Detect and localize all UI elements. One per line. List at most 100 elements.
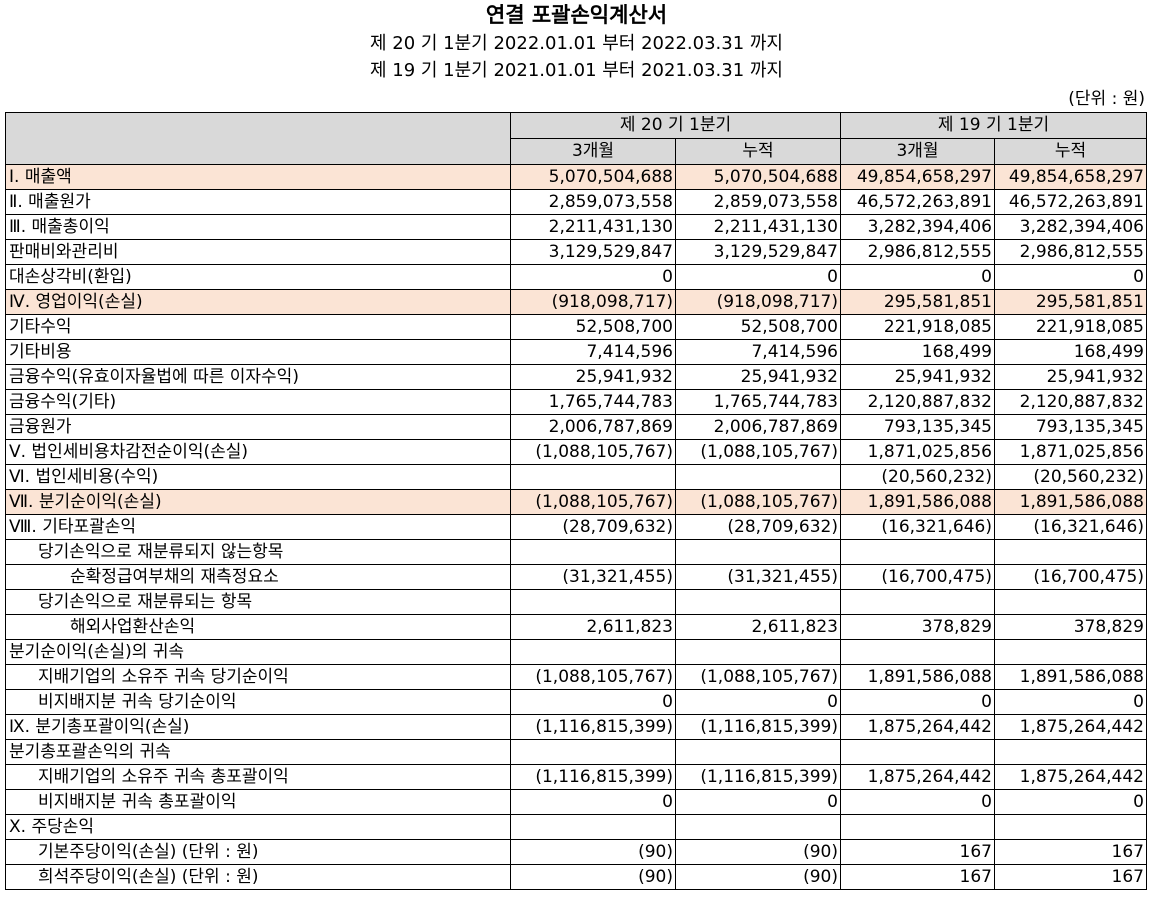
row-value: (1,088,105,767)	[510, 489, 676, 515]
row-label: Ⅴ. 법인세비용차감전순이익(손실)	[5, 439, 511, 465]
row-value: 2,120,887,832	[840, 389, 995, 415]
row-value: 49,854,658,297	[840, 164, 995, 190]
row-value: (20,560,232)	[840, 464, 995, 490]
row-value: (918,098,717)	[675, 289, 841, 315]
row-label: Ⅵ. 법인세비용(수익)	[5, 464, 511, 490]
row-value: 2,006,787,869	[675, 414, 841, 440]
table-row: Ⅶ. 분기순이익(손실) (1,088,105,767) (1,088,105,76…	[5, 489, 1147, 515]
row-value: 167	[840, 864, 995, 890]
row-value	[510, 639, 676, 665]
row-value: 25,941,932	[994, 364, 1147, 390]
row-value	[994, 639, 1147, 665]
row-value: 2,611,823	[675, 614, 841, 640]
row-value: 52,508,700	[675, 314, 841, 340]
row-label: Ⅱ. 매출원가	[5, 189, 511, 215]
row-value: 52,508,700	[510, 314, 676, 340]
table-row: 기타비용 7,414,596 7,414,596 168,499 168,499	[5, 339, 1147, 365]
header-label-cell	[5, 112, 511, 165]
row-value: 5,070,504,688	[675, 164, 841, 190]
table-row: 분기총포괄손익의 귀속	[5, 739, 1147, 765]
row-value: 0	[510, 789, 676, 815]
row-value: 168,499	[840, 339, 995, 365]
row-value: 25,941,932	[675, 364, 841, 390]
table-row: Ⅸ. 분기총포괄이익(손실) (1,116,815,399) (1,116,815,…	[5, 714, 1147, 740]
table-row: Ⅱ. 매출원가 2,859,073,558 2,859,073,558 46,572,…	[5, 189, 1147, 215]
row-value: 25,941,932	[840, 364, 995, 390]
row-value: 3,282,394,406	[994, 214, 1147, 240]
row-label: Ⅸ. 분기총포괄이익(손실)	[5, 714, 511, 740]
row-value: 3,129,529,847	[510, 239, 676, 265]
row-label: 기본주당이익(손실) (단위 : 원)	[5, 839, 511, 865]
row-label: Ⅹ. 주당손익	[5, 814, 511, 840]
row-value: 0	[510, 264, 676, 290]
row-value: 793,135,345	[994, 414, 1147, 440]
table-row: 비지배지분 귀속 당기순이익 0 0 0 0	[5, 689, 1147, 715]
row-value: 46,572,263,891	[840, 189, 995, 215]
row-value	[675, 539, 841, 565]
row-label: 지배기업의 소유주 귀속 총포괄이익	[5, 764, 511, 790]
table-row: 당기손익으로 재분류되지 않는항목	[5, 539, 1147, 565]
row-value: 1,891,586,088	[840, 489, 995, 515]
row-value: (918,098,717)	[510, 289, 676, 315]
row-value	[675, 639, 841, 665]
row-value: (1,116,815,399)	[510, 714, 676, 740]
row-label: 해외사업환산손익	[5, 614, 511, 640]
row-value: 0	[994, 689, 1147, 715]
row-value: 7,414,596	[510, 339, 676, 365]
row-value: 25,941,932	[510, 364, 676, 390]
row-value: (1,088,105,767)	[510, 664, 676, 690]
row-value	[510, 589, 676, 615]
row-value	[994, 589, 1147, 615]
table-row: 금융원가 2,006,787,869 2,006,787,869 793,135,34…	[5, 414, 1147, 440]
table-row: Ⅹ. 주당손익	[5, 814, 1147, 840]
header-current-3m: 3개월	[510, 138, 676, 165]
row-value: 2,120,887,832	[994, 389, 1147, 415]
header-prior-period: 제 19 기 1분기	[840, 112, 1147, 139]
row-value: (90)	[675, 839, 841, 865]
table-row: Ⅵ. 법인세비용(수익) (20,560,232) (20,560,232)	[5, 464, 1147, 490]
table-row: Ⅷ. 기타포괄손익 (28,709,632) (28,709,632) (16,321…	[5, 514, 1147, 540]
row-label: Ⅳ. 영업이익(손실)	[5, 289, 511, 315]
row-value: 793,135,345	[840, 414, 995, 440]
row-label: 금융수익(유효이자율법에 따른 이자수익)	[5, 364, 511, 390]
header-current-cumulative: 누적	[675, 138, 841, 165]
row-value: 7,414,596	[675, 339, 841, 365]
row-value: 167	[840, 839, 995, 865]
row-value: (16,321,646)	[840, 514, 995, 540]
table-row: Ⅴ. 법인세비용차감전순이익(손실) (1,088,105,767) (1,088,…	[5, 439, 1147, 465]
row-value: (1,088,105,767)	[675, 664, 841, 690]
row-value	[510, 539, 676, 565]
row-value: (28,709,632)	[510, 514, 676, 540]
table-row: Ⅰ. 매출액 5,070,504,688 5,070,504,688 49,854,6…	[5, 164, 1147, 190]
row-value: 1,765,744,783	[675, 389, 841, 415]
row-label: Ⅷ. 기타포괄손익	[5, 514, 511, 540]
row-value: 0	[994, 264, 1147, 290]
row-value: 0	[675, 689, 841, 715]
table-row: 분기순이익(손실)의 귀속	[5, 639, 1147, 665]
row-value: 1,871,025,856	[994, 439, 1147, 465]
row-value: 1,765,744,783	[510, 389, 676, 415]
row-value	[675, 464, 841, 490]
table-row: 비지배지분 귀속 총포괄이익 0 0 0 0	[5, 789, 1147, 815]
row-value	[675, 589, 841, 615]
table-row: 기본주당이익(손실) (단위 : 원) (90) (90) 167 167	[5, 839, 1147, 865]
row-value: 2,211,431,130	[510, 214, 676, 240]
document-title: 연결 포괄손익계산서	[485, 3, 668, 27]
row-value	[510, 464, 676, 490]
row-label: 비지배지분 귀속 총포괄이익	[5, 789, 511, 815]
table-row: 희석주당이익(손실) (단위 : 원) (90) (90) 167 167	[5, 864, 1147, 890]
table-row: 해외사업환산손익 2,611,823 2,611,823 378,829 378,829	[5, 614, 1147, 640]
row-label: 대손상각비(환입)	[5, 264, 511, 290]
table-row: Ⅲ. 매출총이익 2,211,431,130 2,211,431,130 3,282,…	[5, 214, 1147, 240]
row-value: 2,986,812,555	[840, 239, 995, 265]
table-body: Ⅰ. 매출액 5,070,504,688 5,070,504,688 49,854,6…	[5, 164, 1147, 890]
row-value: (90)	[510, 839, 676, 865]
table-row: 순확정급여부채의 재측정요소 (31,321,455) (31,321,455) (1…	[5, 564, 1147, 590]
row-value	[840, 539, 995, 565]
row-value: 49,854,658,297	[994, 164, 1147, 190]
row-value: 46,572,263,891	[994, 189, 1147, 215]
row-value: 1,891,586,088	[994, 664, 1147, 690]
row-value: 2,006,787,869	[510, 414, 676, 440]
income-statement-table: 제 20 기 1분기 제 19 기 1분기 3개월 누적 3개월 누적 Ⅰ. 매…	[5, 112, 1147, 890]
table-row: 기타수익 52,508,700 52,508,700 221,918,085 221,9…	[5, 314, 1147, 340]
